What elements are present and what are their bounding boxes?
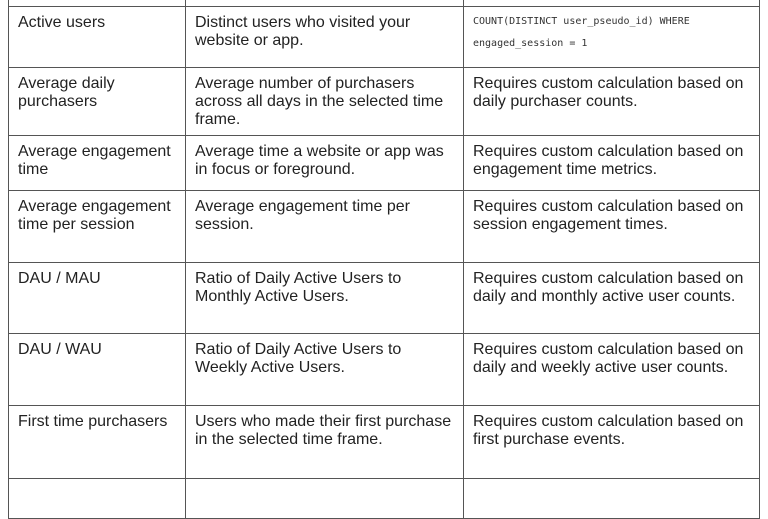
calculation-cell bbox=[463, 478, 760, 519]
calculation-cell: Requires custom calculation based on eng… bbox=[463, 135, 760, 191]
description-cell: Distinct users who visited your website … bbox=[185, 6, 464, 68]
metric-cell bbox=[8, 478, 186, 519]
description-cell: Ratio of Daily Active Users to Weekly Ac… bbox=[185, 333, 464, 406]
metric-cell: Average engagement time per session bbox=[8, 190, 186, 263]
metric-cell: Active users bbox=[8, 6, 186, 68]
description-cell bbox=[185, 478, 464, 519]
table-row: Average engagement time per session Aver… bbox=[8, 190, 760, 263]
calculation-cell: Requires custom calculation based on dai… bbox=[463, 67, 760, 136]
metrics-table: Active users Distinct users who visited … bbox=[8, 0, 760, 519]
calculation-cell: Requires custom calculation based on dai… bbox=[463, 262, 760, 334]
calculation-cell: Requires custom calculation based on dai… bbox=[463, 333, 760, 406]
metric-cell: Average daily purchasers bbox=[8, 67, 186, 136]
table-row: Average daily purchasers Average number … bbox=[8, 67, 760, 136]
description-cell: Users who made their first purchase in t… bbox=[185, 405, 464, 479]
calculation-line: COUNT(DISTINCT user_pseudo_id) WHERE bbox=[473, 16, 690, 27]
description-cell: Average number of purchasers across all … bbox=[185, 67, 464, 136]
metric-cell: First time purchasers bbox=[8, 405, 186, 479]
metric-cell: Average engagement time bbox=[8, 135, 186, 191]
calculation-cell: Requires custom calculation based on ses… bbox=[463, 190, 760, 263]
metric-cell: DAU / MAU bbox=[8, 262, 186, 334]
metric-cell: DAU / WAU bbox=[8, 333, 186, 406]
calculation-cell: COUNT(DISTINCT user_pseudo_id) WHERE enga… bbox=[463, 6, 760, 68]
table-row: DAU / MAU Ratio of Daily Active Users to… bbox=[8, 262, 760, 334]
table-row: DAU / WAU Ratio of Daily Active Users to… bbox=[8, 333, 760, 406]
table-row bbox=[8, 478, 760, 519]
calculation-line: engaged_session = 1 bbox=[473, 38, 588, 49]
table-row: Active users Distinct users who visited … bbox=[8, 6, 760, 68]
calculation-cell: Requires custom calculation based on fir… bbox=[463, 405, 760, 479]
table-row: First time purchasers Users who made the… bbox=[8, 405, 760, 479]
table-row: Average engagement time Average time a w… bbox=[8, 135, 760, 191]
description-cell: Average time a website or app was in foc… bbox=[185, 135, 464, 191]
description-cell: Average engagement time per session. bbox=[185, 190, 464, 263]
description-cell: Ratio of Daily Active Users to Monthly A… bbox=[185, 262, 464, 334]
